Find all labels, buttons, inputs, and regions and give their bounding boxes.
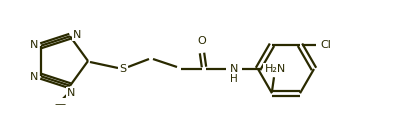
Text: N: N	[73, 30, 81, 40]
Text: H: H	[230, 74, 238, 84]
Text: N: N	[67, 88, 75, 98]
Text: S: S	[119, 64, 127, 74]
Text: N: N	[30, 72, 38, 82]
Text: O: O	[198, 36, 206, 46]
Text: N: N	[30, 40, 38, 50]
Text: —: —	[55, 99, 66, 109]
Text: Cl: Cl	[321, 40, 331, 50]
Text: N: N	[230, 64, 238, 74]
Text: H₂N: H₂N	[264, 64, 286, 74]
